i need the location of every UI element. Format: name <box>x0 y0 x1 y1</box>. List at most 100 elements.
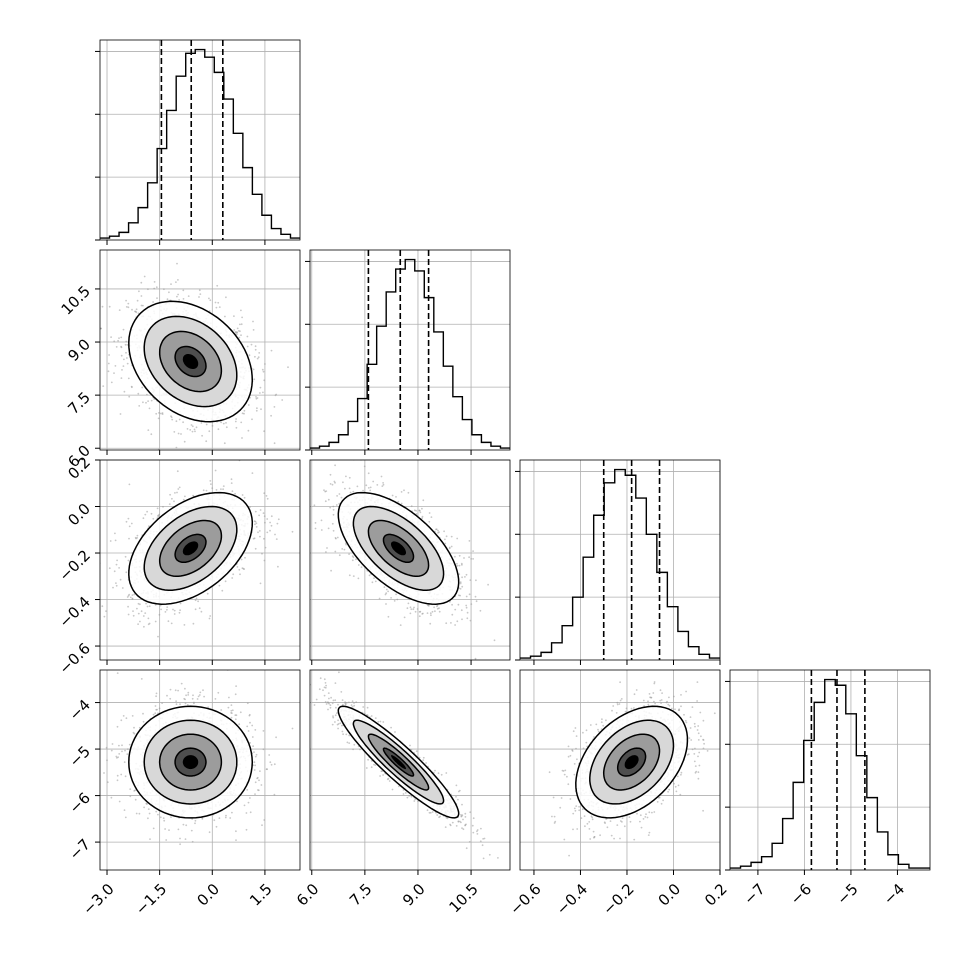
pair-1-2-point <box>407 602 410 605</box>
pair-1-2-point <box>351 555 354 558</box>
pair-1-2-point <box>360 566 363 568</box>
pair-0-1-point <box>137 392 140 395</box>
pair-0-2-point <box>137 623 140 625</box>
pair-0-2-point <box>126 596 129 598</box>
pair-0-1-point <box>259 392 261 394</box>
pair-0-1-point <box>273 406 276 408</box>
pair-1-2-point <box>352 575 355 577</box>
pair-1-2-point <box>390 597 392 599</box>
pair-1-2-point <box>320 529 323 531</box>
pair-1-2-point <box>335 537 337 540</box>
pair-0-1-point <box>214 301 217 304</box>
pair-0-1-point <box>254 355 256 358</box>
pair-0-2-point <box>178 486 181 489</box>
pair-0-3-point <box>97 737 99 739</box>
pair-0-1-point <box>175 446 178 449</box>
pair-1-2-point <box>454 555 456 558</box>
pair-0-2-point <box>230 482 233 484</box>
pair-1-2-point <box>387 590 389 593</box>
pair-0-2-point <box>148 525 150 528</box>
pair-0-1-point <box>175 281 177 283</box>
pair-1-2-point <box>429 622 432 625</box>
pair-0-3-point <box>179 703 181 706</box>
pair-1-2-point <box>409 606 412 609</box>
pair-0-2-point <box>263 515 266 518</box>
pair-0-2-point <box>218 584 221 587</box>
pair-1-2-point <box>376 484 379 486</box>
pair-0-2-point <box>118 567 120 569</box>
pair-0-1-point <box>205 440 208 443</box>
hist-1-steps <box>310 258 510 449</box>
pair-0-1-point <box>248 354 251 357</box>
pair-0-1-point <box>176 295 178 298</box>
pair-1-2-point <box>368 574 371 577</box>
pair-0-1-point <box>264 363 266 365</box>
pair-0-2-point <box>253 520 256 523</box>
pair-1-2-point <box>416 608 419 610</box>
pair-0-1-point <box>131 308 133 311</box>
pair-0-1-point <box>217 428 220 431</box>
pair-1-2-point <box>421 613 424 615</box>
pair-0-2-point <box>222 485 225 487</box>
pair-0-2-point <box>241 567 244 570</box>
pair-1-2-point <box>479 609 482 612</box>
pair-0-1-point <box>252 368 255 371</box>
pair-1-2-point <box>397 500 400 503</box>
pair-0-1-point <box>120 336 123 339</box>
pair-0-1-point <box>262 391 264 394</box>
pair-0-2-point <box>157 515 160 518</box>
pair-0-2-point <box>144 612 147 614</box>
pair-0-1-point <box>153 281 156 283</box>
pair-0-2-point <box>169 493 172 496</box>
pair-0-2-point <box>262 512 265 514</box>
pair-0-1-point <box>208 430 211 433</box>
pair-0-1-point <box>120 377 123 379</box>
pair-1-2-point <box>437 529 439 532</box>
pair-0-1-point <box>125 299 127 302</box>
pair-1-2-point <box>313 504 316 507</box>
pair-0-2-point <box>139 620 141 623</box>
pair-0-2-panel <box>95 459 301 665</box>
pair-1-2-point <box>409 612 412 615</box>
pair-0-2-contour-3 <box>174 533 207 564</box>
pair-0-1-point <box>171 418 174 421</box>
pair-0-1-point <box>241 316 244 319</box>
pair-0-1-point <box>140 281 143 284</box>
pair-1-2-point <box>438 531 440 533</box>
pair-0-2-point <box>152 517 155 520</box>
pair-0-3-point <box>230 704 233 706</box>
pair-1-2-point <box>374 580 377 583</box>
pair-1-2-point <box>341 548 344 550</box>
pair-1-2-point <box>345 543 347 546</box>
pair-0-2-point <box>259 582 262 585</box>
pair-0-1-point <box>157 417 160 420</box>
pair-0-2-point <box>160 608 163 611</box>
pair-1-2-point <box>445 535 448 538</box>
pair-0-2-point <box>157 635 159 638</box>
pair-0-1-point <box>234 420 237 423</box>
pair-1-2-point <box>450 622 452 624</box>
hist-3-frame <box>729 669 931 871</box>
pair-0-1-point <box>240 334 242 337</box>
pair-0-1-point <box>182 298 185 300</box>
pair-0-2-point <box>200 610 203 613</box>
pair-0-2-point <box>241 494 244 496</box>
pair-0-2-point <box>171 497 173 500</box>
pair-1-2-point <box>373 577 375 579</box>
pair-0-3-point <box>120 773 123 776</box>
pair-0-2-point <box>173 613 176 615</box>
pair-0-2-point <box>158 513 161 516</box>
pair-0-1-point <box>233 329 236 331</box>
pair-0-3-point <box>239 711 242 714</box>
pair-0-2-point <box>145 602 148 605</box>
pair-0-2-point <box>146 605 149 608</box>
pair-0-1-point <box>253 378 256 381</box>
pair-1-2-point <box>327 498 330 501</box>
pair-1-2-point <box>458 554 461 557</box>
pair-0-3-point <box>190 829 193 832</box>
pair-0-3-point <box>148 812 151 815</box>
pair-0-2-point <box>128 483 131 486</box>
pair-1-2-point <box>448 546 451 549</box>
pair-0-3-point <box>191 697 194 700</box>
pair-1-2-point <box>400 491 403 493</box>
